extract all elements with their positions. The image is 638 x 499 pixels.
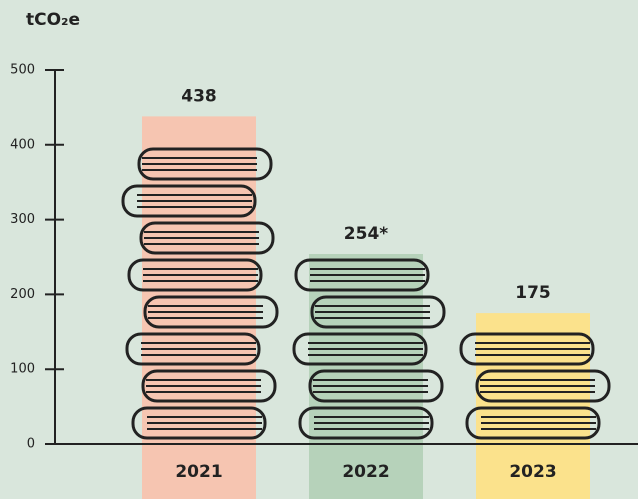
y-tick-label: 400: [10, 137, 35, 152]
x-tick-label: 2022: [342, 462, 389, 482]
y-tick-label: 200: [10, 287, 35, 302]
x-tick-label: 2021: [175, 462, 222, 482]
bar: [142, 116, 256, 499]
x-tick-label: 2023: [509, 462, 556, 482]
chart: tCO₂e 438 2021 254* 2022 175 2023 0 100 200 300 40…: [0, 0, 638, 499]
y-tick-label: 0: [27, 437, 35, 452]
value-label: 254*: [344, 224, 388, 244]
y-tick-label: 100: [10, 362, 35, 377]
y-axis-title: tCO₂e: [26, 10, 80, 30]
value-label: 175: [515, 283, 551, 303]
y-tick-label: 500: [10, 63, 35, 78]
y-tick-label: 300: [10, 212, 35, 227]
value-label: 438: [181, 86, 217, 106]
